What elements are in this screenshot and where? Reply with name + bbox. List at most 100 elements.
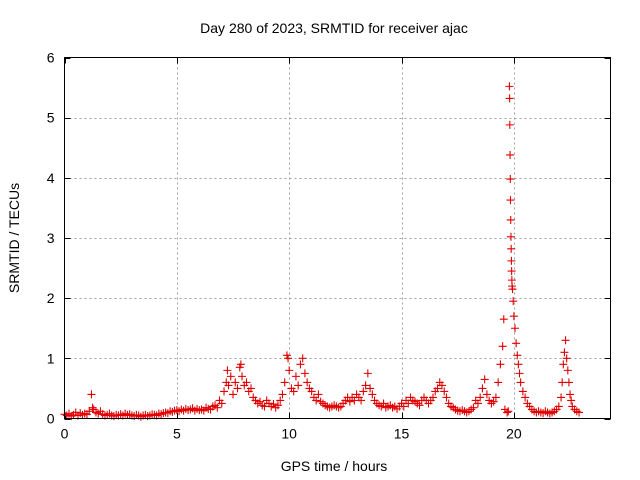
data-point	[296, 360, 305, 369]
x-tick-label: 5	[173, 426, 181, 442]
data-point	[85, 407, 94, 416]
data-point	[512, 339, 521, 348]
data-point	[554, 402, 563, 411]
data-point	[233, 384, 242, 393]
data-point	[238, 372, 247, 381]
data-point	[433, 384, 442, 393]
data-point	[437, 381, 446, 390]
data-point	[88, 403, 97, 412]
chart-title: Day 280 of 2023, SRMTID for receiver aja…	[200, 20, 468, 36]
data-point	[307, 387, 316, 396]
data-point	[562, 354, 571, 363]
data-point	[518, 387, 527, 396]
data-point	[564, 378, 573, 387]
data-point	[260, 402, 269, 411]
y-tick-label: 6	[47, 50, 55, 66]
data-point	[575, 408, 584, 417]
x-tick-label: 0	[61, 426, 69, 442]
data-point	[516, 378, 525, 387]
data-point	[476, 393, 485, 402]
data-point	[291, 372, 300, 381]
data-point	[566, 390, 575, 399]
data-point	[226, 372, 235, 381]
data-point	[345, 397, 354, 406]
data-point	[515, 369, 524, 378]
data-point	[217, 399, 226, 408]
data-point	[505, 82, 514, 91]
y-tick-label: 5	[47, 110, 55, 126]
data-point	[223, 366, 232, 375]
data-point	[220, 387, 229, 396]
data-point	[506, 175, 515, 184]
data-point	[300, 369, 309, 378]
data-point	[303, 378, 312, 387]
data-point	[368, 390, 377, 399]
data-point	[229, 390, 238, 399]
data-point	[508, 285, 517, 294]
data-point	[236, 360, 245, 369]
data-point	[366, 384, 375, 393]
data-point	[415, 401, 424, 410]
y-tick-label: 2	[47, 290, 55, 306]
tick-labels: 0 5 10 15 20 0 1 2 3 4 5 6	[47, 50, 522, 442]
data-point	[521, 393, 530, 402]
x-tick-label: 10	[281, 426, 297, 442]
data-point	[298, 354, 307, 363]
data-point	[511, 324, 520, 333]
data-point	[213, 403, 222, 412]
x-tick-label: 15	[394, 426, 410, 442]
data-point	[231, 378, 240, 387]
data-point	[558, 378, 567, 387]
data-point	[506, 232, 515, 241]
data-point	[246, 384, 255, 393]
data-point	[478, 384, 487, 393]
y-tick-label: 0	[47, 411, 55, 427]
data-point	[276, 396, 285, 405]
data-point	[363, 369, 372, 378]
data-point	[507, 267, 516, 276]
data-point	[561, 336, 570, 345]
data-point	[494, 378, 503, 387]
data-point	[496, 360, 505, 369]
data-point	[504, 407, 513, 416]
grid-lines	[64, 57, 611, 419]
data-point	[491, 393, 500, 402]
data-point	[482, 390, 491, 399]
data-point	[560, 348, 569, 357]
data-point	[312, 396, 321, 405]
data-point	[489, 397, 498, 406]
data-point	[284, 354, 293, 363]
data-point	[294, 381, 303, 390]
data-point	[224, 381, 233, 390]
data-point	[506, 150, 515, 159]
x-tick-label: 20	[506, 426, 522, 442]
data-point	[506, 215, 515, 224]
data-point	[505, 120, 514, 129]
y-tick-label: 1	[47, 350, 55, 366]
data-point	[499, 315, 508, 324]
data-point	[505, 94, 514, 103]
data-point	[509, 297, 518, 306]
data-points	[60, 82, 584, 421]
data-point	[507, 244, 516, 253]
data-point	[469, 403, 478, 412]
data-point	[242, 378, 251, 387]
data-point	[563, 366, 572, 375]
data-point	[280, 378, 289, 387]
data-point	[514, 360, 523, 369]
data-point	[473, 399, 482, 408]
data-point	[440, 387, 449, 396]
data-point	[557, 393, 566, 402]
data-point	[273, 401, 282, 410]
data-point	[513, 351, 522, 360]
data-point	[314, 390, 323, 399]
x-axis-label: GPS time / hours	[281, 458, 388, 474]
data-point	[361, 381, 370, 390]
data-point	[503, 408, 512, 417]
y-axis-label: SRMTID / TECUs	[6, 183, 22, 293]
data-point	[507, 256, 516, 265]
data-point	[350, 396, 359, 405]
data-point	[480, 375, 489, 384]
data-point	[399, 402, 408, 411]
